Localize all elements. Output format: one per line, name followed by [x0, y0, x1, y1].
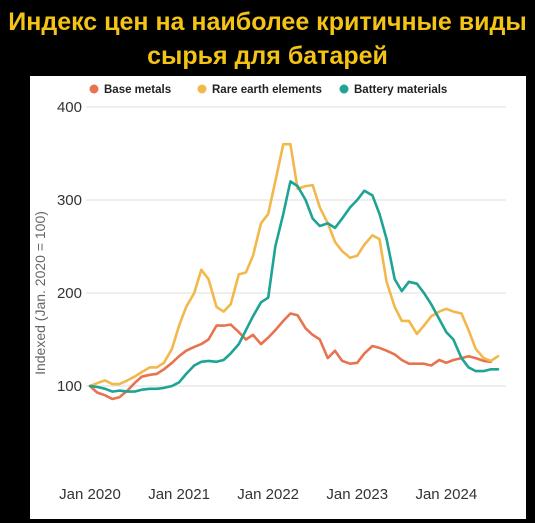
legend: Base metals Rare earth elements Battery ma… [89, 84, 447, 96]
legend-label: Rare earth elements [212, 84, 322, 96]
y-tick-label: 200 [57, 285, 82, 302]
series-line-battery-materials [88, 180, 500, 393]
x-tick-label: Jan 2023 [326, 486, 388, 503]
y-axis-label: Indexed (Jan. 2020 = 100) [32, 211, 48, 375]
x-tick-label: Jan 2021 [148, 486, 210, 503]
series-lines [88, 142, 500, 401]
legend-marker [339, 84, 349, 94]
chart-title-line-2: сырья для батарей [147, 42, 388, 70]
y-tick-label: 400 [57, 99, 82, 116]
chart-title-line-1: Индекс цен на наиболее критичные виды [8, 8, 527, 36]
y-tick-label: 100 [57, 378, 82, 395]
y-axis-ticks: 100 200 300 400 [57, 99, 82, 395]
legend-marker [197, 84, 207, 94]
legend-label: Battery materials [354, 84, 447, 96]
x-tick-label: Jan 2024 [415, 486, 477, 503]
grid-lines [86, 106, 506, 387]
y-tick-label: 300 [57, 192, 82, 209]
line-chart: Base metals Rare earth elements Battery ma… [32, 84, 506, 503]
chart-panel: Base metals Rare earth elements Battery ma… [30, 76, 526, 519]
x-tick-label: Jan 2022 [237, 486, 299, 503]
x-axis-ticks: Jan 2020 Jan 2021 Jan 2022 Jan 2023 Jan 2024 [59, 486, 477, 503]
series-line-rare-earth-elements [88, 142, 500, 388]
legend-marker [89, 84, 99, 94]
legend-label: Base metals [104, 84, 171, 96]
series-line-base-metals [88, 312, 493, 401]
x-tick-label: Jan 2020 [59, 486, 121, 503]
